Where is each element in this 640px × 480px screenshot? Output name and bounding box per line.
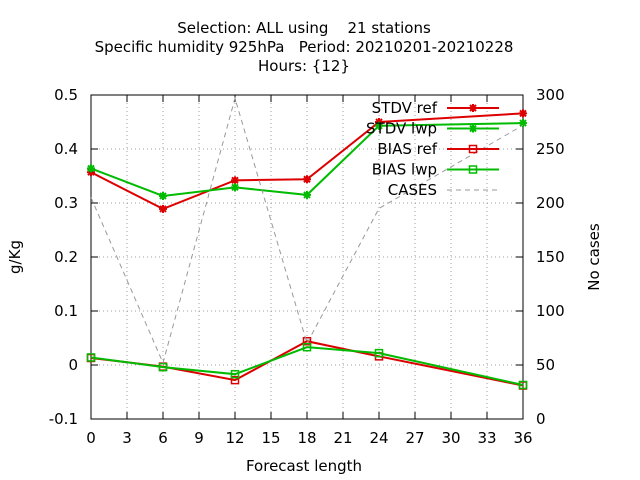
marker-stroke	[469, 124, 477, 133]
y2-tick-label: 300	[536, 86, 565, 104]
y-tick-label: -0.1	[49, 410, 78, 428]
y2-tick-label: 150	[536, 248, 565, 266]
x-tick-label: 15	[261, 429, 280, 447]
y-tick-label: 0.3	[54, 194, 78, 212]
series-line	[90, 122, 524, 198]
legend-marker	[469, 124, 477, 133]
legend-label: STDV lwp	[366, 120, 437, 138]
marker-stroke	[375, 122, 383, 130]
data-point	[303, 190, 311, 199]
grid	[91, 95, 523, 419]
y2-tick-label: 50	[536, 356, 555, 374]
y2-tick-label: 0	[536, 410, 546, 428]
marker-stroke	[159, 205, 167, 213]
legend-label: STDV ref	[372, 99, 438, 117]
x-axis-label: Forecast length	[246, 457, 362, 475]
data-point	[302, 336, 312, 346]
data-point	[86, 353, 96, 362]
data-point	[159, 204, 167, 213]
marker-stroke	[87, 164, 95, 173]
title-line-2: Specific humidity 925hPa Period: 2021020…	[95, 38, 514, 56]
data-point	[519, 119, 527, 128]
data-point	[231, 176, 239, 185]
data-point	[518, 380, 528, 390]
legend-label: CASES	[388, 181, 437, 199]
series-bias-lwp	[86, 342, 528, 390]
marker-stroke	[159, 192, 167, 200]
data-point	[519, 109, 527, 118]
data-point	[231, 183, 239, 192]
data-point	[374, 348, 384, 358]
legend-label: BIAS lwp	[372, 161, 437, 179]
x-tick-label: 18	[297, 429, 316, 447]
y2-tick-label: 100	[536, 302, 565, 320]
title-line-3: Hours: {12}	[258, 57, 350, 75]
axes: 0 3 6 9 12 15 18 21 24 27 30 33 36-0.100.10.20.30.40…	[49, 86, 565, 447]
marker-stroke	[231, 176, 239, 185]
marker-stroke	[469, 104, 477, 112]
chart-title: Selection: ALL using 21 stations Specifi…	[95, 19, 514, 75]
data-point	[303, 175, 311, 184]
data-point	[159, 191, 167, 200]
y-tick-label: 0	[68, 356, 78, 374]
data-point	[230, 369, 240, 379]
legend-marker	[469, 104, 477, 112]
marker-stroke	[519, 109, 527, 118]
y-axis-label: g/Kg	[6, 240, 24, 274]
marker-stroke	[303, 175, 311, 183]
x-tick-label: 30	[441, 429, 460, 447]
y2-axis-label: No cases	[585, 223, 603, 291]
legend-label: BIAS ref	[377, 140, 437, 158]
series-group	[86, 96, 528, 390]
x-tick-label: 9	[194, 429, 204, 447]
x-tick-label: 3	[122, 429, 132, 447]
x-tick-label: 27	[405, 429, 424, 447]
y-tick-label: 0.2	[54, 248, 78, 266]
marker-stroke	[231, 183, 239, 192]
marker-stroke	[519, 119, 527, 127]
data-point	[87, 164, 95, 173]
series-stdv-lwp	[87, 119, 527, 200]
legend: STDV ref STDV lwp BIAS ref BIAS lwp CASES	[366, 99, 499, 199]
marker-stroke	[303, 191, 311, 199]
x-tick-label: 6	[158, 429, 168, 447]
data-point	[375, 121, 383, 130]
legend-marker	[468, 144, 478, 154]
y-tick-label: 0.1	[54, 302, 78, 320]
x-tick-label: 21	[333, 429, 352, 447]
x-tick-label: 33	[477, 429, 496, 447]
x-tick-label: 0	[86, 429, 96, 447]
data-point	[230, 375, 240, 385]
title-line-1: Selection: ALL using 21 stations	[177, 19, 431, 37]
data-point	[302, 342, 312, 352]
series-line	[90, 112, 524, 211]
y-tick-label: 0.4	[54, 140, 78, 158]
y-tick-label: 0.5	[54, 86, 78, 104]
x-tick-label: 24	[369, 429, 388, 447]
y2-tick-label: 250	[536, 140, 565, 158]
series-line	[90, 346, 524, 386]
y2-tick-label: 200	[536, 194, 565, 212]
x-tick-label: 12	[225, 429, 244, 447]
legend-marker	[468, 165, 478, 174]
x-tick-label: 36	[513, 429, 532, 447]
